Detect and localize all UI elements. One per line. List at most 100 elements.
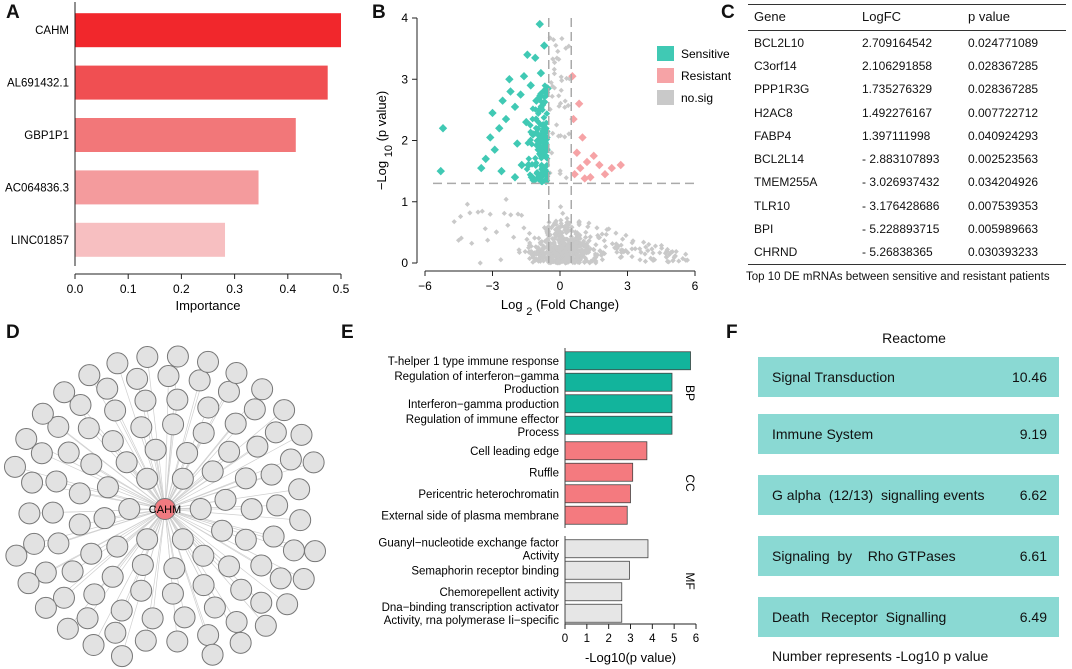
nosig-point <box>535 249 541 255</box>
network-node <box>192 544 215 567</box>
sensitive-point <box>534 129 541 137</box>
network-node <box>131 553 154 576</box>
go-category-label: BP <box>683 385 697 401</box>
network-node <box>166 345 189 368</box>
nosig-point <box>676 258 682 264</box>
nosig-point <box>623 232 629 238</box>
x-tick-label: 0.3 <box>226 282 243 296</box>
nosig-point <box>568 236 574 242</box>
network-node <box>166 630 189 653</box>
nosig-point <box>544 225 550 231</box>
network-edge <box>164 508 246 541</box>
resistant-point <box>595 160 604 170</box>
network-node <box>104 399 127 422</box>
gene-cell: C3orf14 <box>754 58 797 73</box>
logfc-cell: - 5.26838365 <box>862 240 968 265</box>
network-node <box>78 364 101 387</box>
nosig-point <box>553 251 559 257</box>
resistant-point <box>570 169 579 179</box>
nosig-point <box>503 196 509 203</box>
resistant-point <box>586 173 595 182</box>
y-tick-label: 0 <box>401 256 408 270</box>
nosig-point <box>630 238 636 244</box>
network-node <box>56 617 79 640</box>
x-tick-label: 1 <box>584 633 590 645</box>
importance-bar <box>75 118 296 152</box>
nosig-point <box>457 213 464 220</box>
resistant-point <box>589 151 598 161</box>
nosig-point <box>526 230 533 237</box>
sensitive-point <box>436 166 445 176</box>
nosig-point <box>563 175 569 181</box>
category-label: LINC01857 <box>11 235 69 247</box>
table-row: FABP4 1.397111998 0.040924293 <box>748 124 1066 147</box>
sensitive-point <box>535 110 542 117</box>
nosig-point <box>554 253 561 259</box>
sensitive-point <box>537 169 547 179</box>
nosig-point <box>599 256 605 263</box>
nosig-point <box>539 255 546 261</box>
network-node <box>17 572 40 595</box>
network-node <box>197 396 220 419</box>
sensitive-point <box>481 154 490 164</box>
network-node <box>273 399 296 422</box>
network-node <box>201 643 224 666</box>
sensitive-point <box>538 162 546 170</box>
nosig-point <box>683 251 689 257</box>
nosig-point <box>551 85 558 91</box>
nosig-point <box>593 242 599 248</box>
resistant-point <box>574 99 584 108</box>
go-term-bar <box>564 539 649 559</box>
network-edge <box>164 508 230 567</box>
network-node <box>82 634 105 657</box>
nosig-point <box>551 66 557 72</box>
gene-cell: BPI <box>754 222 774 237</box>
sensitive-point <box>486 133 495 142</box>
x-tick-label: 0.2 <box>173 282 190 296</box>
nosig-point <box>522 249 528 255</box>
reactome-item-name: G alpha (12/13) signalling events <box>772 487 985 503</box>
sensitive-point <box>498 96 507 105</box>
sensitive-point <box>501 114 511 124</box>
y-axis-title-part: −Log <box>374 157 389 190</box>
network-node <box>126 367 149 390</box>
nosig-point <box>646 241 652 248</box>
go-term-label: Interferon−gamma production <box>408 399 559 411</box>
nosig-point <box>613 230 619 236</box>
reactome-item-value: 9.19 <box>1019 426 1047 442</box>
network-node <box>23 532 46 555</box>
network-node <box>96 476 119 499</box>
nosig-point <box>559 77 565 84</box>
nosig-point <box>604 226 610 233</box>
nosig-point <box>585 224 591 230</box>
nosig-point <box>556 238 562 244</box>
nosig-point <box>475 209 481 215</box>
sensitive-point <box>490 145 499 154</box>
y-tick-label: 1 <box>401 195 408 209</box>
logfc-cell: 1.492276167 <box>862 105 933 120</box>
go-term-bar <box>564 372 673 392</box>
nosig-point <box>625 250 631 256</box>
logfc-cell: 2.709164542 <box>862 35 933 50</box>
network-node <box>302 451 325 474</box>
network-edge <box>152 508 166 619</box>
sensitive-point <box>544 169 551 177</box>
nosig-point <box>642 251 648 257</box>
reactome-item-name: Immune System <box>772 426 874 442</box>
logfc-cell: - 3.176428686 <box>862 198 940 213</box>
sensitive-point <box>524 139 532 147</box>
go-category-label: CC <box>683 474 697 492</box>
nosig-point <box>548 79 554 86</box>
network-node <box>34 561 57 584</box>
gene-cell: BCL2L14 <box>754 152 805 167</box>
network-node <box>171 467 194 490</box>
network-node <box>218 555 241 578</box>
nosig-point <box>602 244 609 250</box>
legend-swatch <box>657 90 674 105</box>
x-tick-label: 0 <box>557 279 564 293</box>
go-term-label: Process <box>517 427 559 439</box>
network-node <box>134 629 157 652</box>
importance-bar <box>75 222 226 257</box>
go-term-bar <box>564 505 628 525</box>
nosig-point <box>559 258 565 265</box>
